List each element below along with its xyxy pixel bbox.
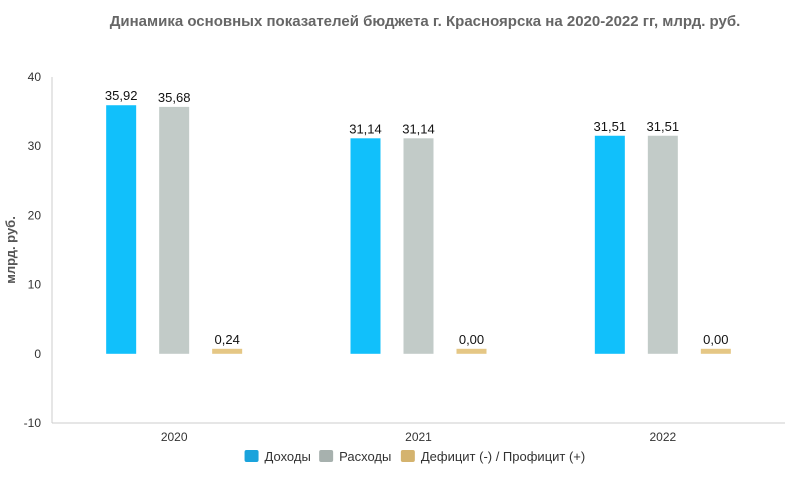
bar [700, 348, 731, 354]
legend-swatch [319, 450, 334, 462]
chart-title: Динамика основных показателей бюджета г.… [110, 13, 741, 30]
data-label: 0,00 [703, 332, 728, 347]
data-label: 31,51 [647, 119, 680, 134]
bar [647, 135, 678, 354]
y-axis-title: млрд. руб. [3, 216, 18, 284]
bar [456, 348, 487, 354]
legend-item[interactable]: Дефицит (-) / Профицит (+) [400, 449, 585, 464]
y-tick-label: 30 [28, 139, 42, 153]
legend-label: Дефицит (-) / Профицит (+) [421, 449, 585, 464]
bar [106, 105, 137, 354]
y-tick-label: 0 [34, 347, 41, 361]
bar [403, 138, 434, 354]
data-label: 31,14 [402, 121, 435, 136]
bar [159, 106, 190, 354]
bar [594, 135, 625, 354]
x-tick-label: 2020 [161, 430, 188, 444]
bar [212, 348, 243, 354]
y-tick-label: -10 [24, 416, 42, 430]
data-label: 35,68 [158, 90, 191, 105]
plot-area: -10 0 10 20 30 40 2020 35,92 35,68 0,24 2021 31,14 3… [24, 70, 785, 444]
x-tick-label: 2021 [405, 430, 432, 444]
bar [350, 138, 381, 354]
data-label: 0,24 [215, 332, 240, 347]
data-label: 31,14 [349, 121, 382, 136]
legend-label: Доходы [265, 449, 311, 464]
y-tick-label: 40 [28, 70, 42, 84]
legend-label: Расходы [339, 449, 391, 464]
legend: Доходы Расходы Дефицит (-) / Профицит (+) [244, 449, 585, 464]
data-label: 0,00 [459, 332, 484, 347]
y-tick-label: 10 [28, 278, 42, 292]
legend-swatch [400, 450, 415, 462]
y-tick-label: 20 [28, 208, 42, 222]
data-label: 35,92 [105, 88, 138, 103]
legend-swatch [244, 450, 259, 462]
x-tick-label: 2022 [649, 430, 676, 444]
legend-item[interactable]: Доходы [244, 449, 311, 464]
legend-item[interactable]: Расходы [319, 449, 391, 464]
data-label: 31,51 [594, 119, 627, 134]
